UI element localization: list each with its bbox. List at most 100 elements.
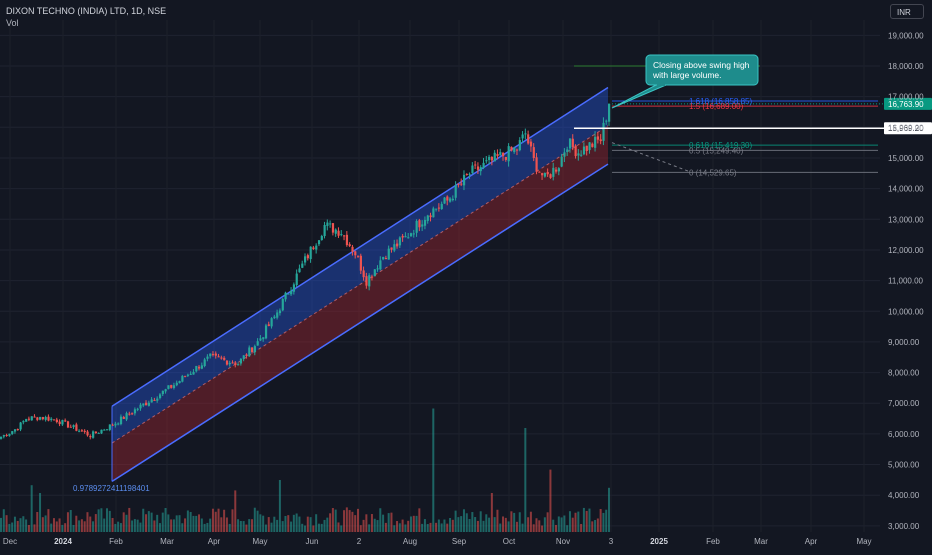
channel-lower-zone[interactable] <box>112 125 608 482</box>
channel-mid-line[interactable] <box>111 125 609 444</box>
candle-body <box>52 419 56 421</box>
volume-bar <box>356 508 359 532</box>
candle-body <box>97 432 100 434</box>
volume-bar <box>181 523 184 532</box>
candle-body <box>555 169 558 172</box>
candle-body <box>284 292 287 300</box>
candle-body <box>41 417 45 420</box>
volume-bar <box>206 522 209 532</box>
volume-bar <box>13 516 16 532</box>
volume-bar <box>50 523 53 532</box>
horizontal-level-badge[interactable] <box>884 122 932 135</box>
volume-bar <box>323 519 326 532</box>
volume-bar <box>256 510 259 532</box>
candle-body <box>25 419 28 422</box>
candle-body <box>167 385 170 389</box>
volume-bar <box>281 521 284 532</box>
volume-bar <box>429 522 432 532</box>
volume-bar <box>58 518 61 532</box>
volume-bar <box>396 521 399 532</box>
volume-bar <box>490 493 493 532</box>
volume-bar <box>301 523 304 532</box>
candle-body <box>33 416 36 418</box>
volume-bar <box>384 522 387 532</box>
volume-bar <box>114 523 117 532</box>
candle-body <box>490 156 494 161</box>
candle-body <box>200 365 204 369</box>
candle-body <box>476 166 480 170</box>
time-tick-label: 2 <box>357 537 362 546</box>
candle-body <box>527 134 530 144</box>
volume-bar <box>370 514 373 532</box>
volume-bar <box>454 510 457 532</box>
time-tick-label: 2024 <box>54 537 72 546</box>
currency-button[interactable]: INR <box>890 4 924 19</box>
volume-bar <box>142 508 145 532</box>
volume-bar <box>117 521 120 532</box>
volume-bar <box>262 515 265 532</box>
volume-bar <box>19 518 22 532</box>
candle-body <box>245 354 248 357</box>
candle-body <box>301 263 304 268</box>
volume-bar <box>16 520 19 532</box>
candle-body <box>290 290 293 295</box>
volume-bar <box>446 523 449 532</box>
candle-body <box>426 215 429 221</box>
fibonacci-levels[interactable]: 1.618 (16,858.85)1.5 (16,689.00) 0.618 (1… <box>574 65 878 177</box>
volume-bar <box>343 510 346 532</box>
volume-bar <box>404 524 407 532</box>
channel-lower-line[interactable] <box>111 163 609 483</box>
volume-bar <box>591 521 594 532</box>
volume-bar <box>317 523 320 532</box>
candle-body <box>409 233 413 237</box>
candle-body <box>566 149 569 152</box>
fib-trend-line[interactable] <box>611 142 691 173</box>
volume-bar <box>292 514 295 532</box>
candle-body <box>156 398 159 401</box>
candle-body <box>396 243 399 247</box>
price-tick-label: 15,000.00 <box>888 154 924 163</box>
candle-body <box>203 359 206 367</box>
volume-bar <box>373 518 376 532</box>
volume-bar <box>398 523 401 532</box>
volume-indicator-label[interactable]: Vol <box>6 18 19 28</box>
volume-bar <box>158 523 161 532</box>
volume-bar <box>11 522 14 532</box>
candle-body <box>58 421 61 425</box>
last-price-badge[interactable] <box>884 97 932 110</box>
candle-body <box>496 153 499 157</box>
candle-body <box>147 402 151 406</box>
candle-body <box>264 325 268 339</box>
candle-body <box>552 167 555 177</box>
candle-body <box>30 416 33 421</box>
volume-bar <box>437 519 440 532</box>
channel-upper-line[interactable] <box>111 86 609 407</box>
volume-bar <box>521 523 524 532</box>
annotations[interactable]: 15,969.20 16,763.90 Closing above swing hi… <box>574 54 932 135</box>
volume-bar <box>507 521 510 532</box>
time-tick-label: Nov <box>556 537 570 546</box>
volume-bar <box>608 487 610 532</box>
candle-body <box>150 399 153 403</box>
annotation-callout[interactable] <box>645 54 759 86</box>
volume-bar <box>574 512 577 532</box>
time-tick-label: Jun <box>306 537 319 546</box>
volume-bar <box>585 510 588 532</box>
volume-bar <box>443 519 446 532</box>
volume-bar <box>287 515 290 532</box>
regression-channel[interactable]: 0.9789272411198401 <box>73 86 609 493</box>
candle-body <box>287 293 290 295</box>
time-tick-label: Feb <box>109 537 123 546</box>
candle-body <box>259 338 262 341</box>
candle-body <box>39 417 42 420</box>
candle-body <box>181 376 184 382</box>
candle-body <box>119 416 123 425</box>
volume-bar <box>33 524 36 532</box>
candle-body <box>356 255 360 257</box>
candle-body <box>234 362 237 365</box>
volume-bar <box>379 508 382 532</box>
symbol-title[interactable]: DIXON TECHNO (INDIA) LTD, 1D, NSE <box>6 6 167 16</box>
volume-bar <box>161 512 164 532</box>
